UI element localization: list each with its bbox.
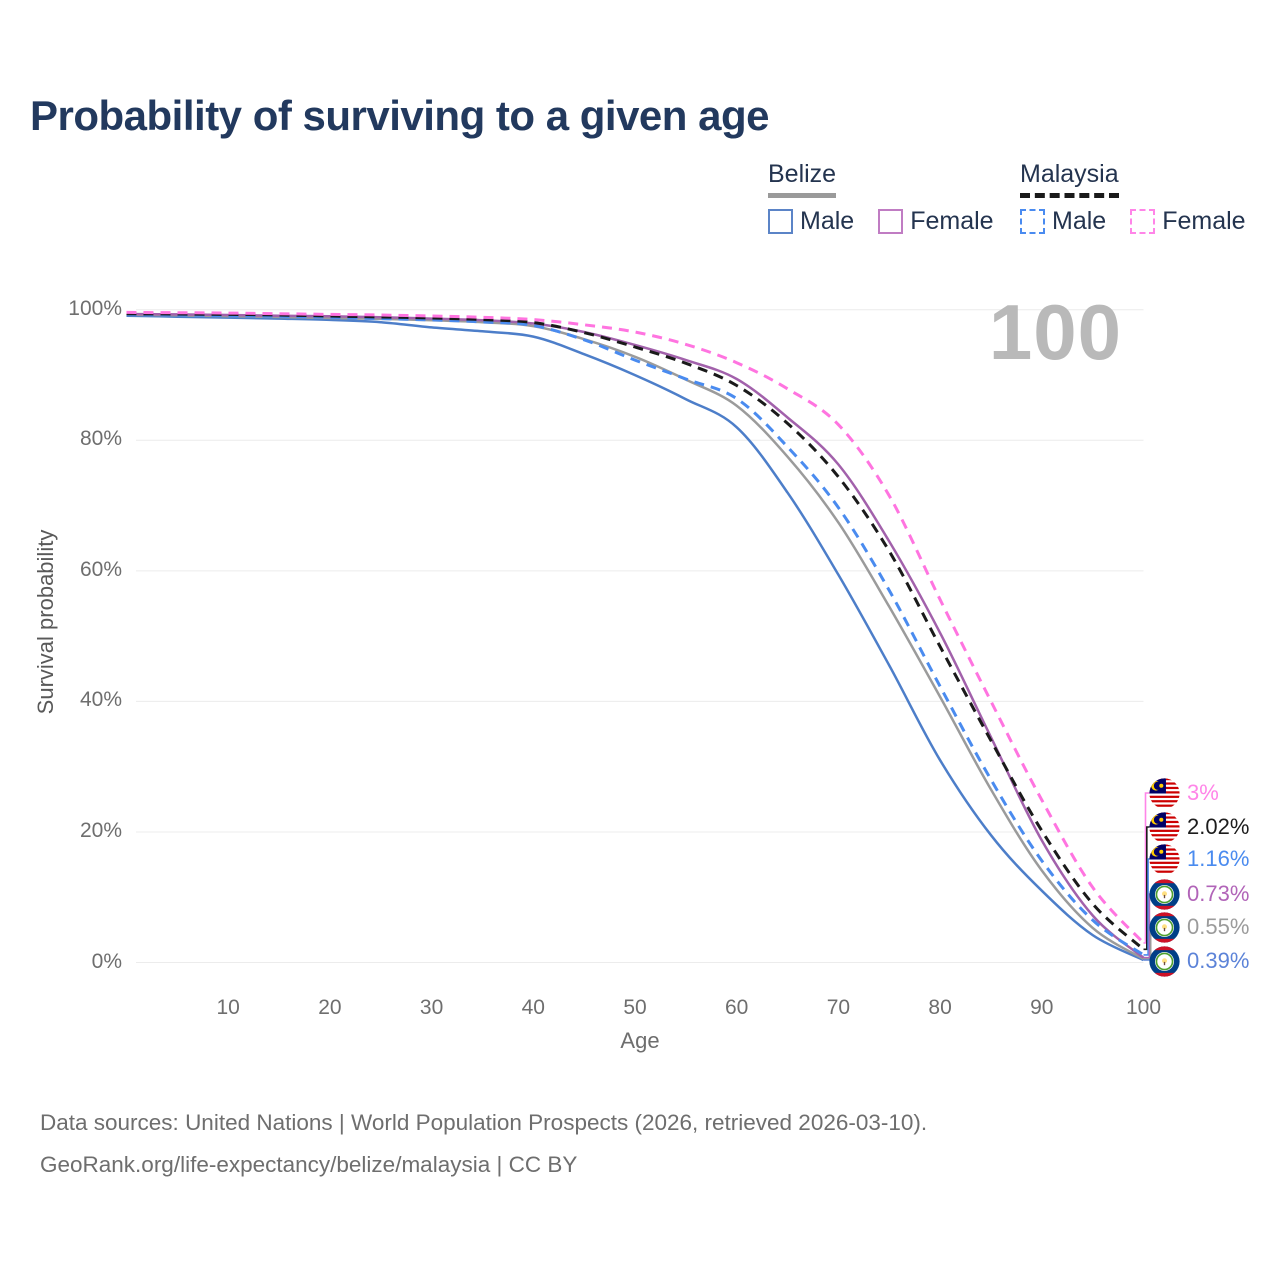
x-tick-40: 40 (521, 996, 545, 1019)
legend-item-malaysia-female[interactable]: Female (1130, 207, 1246, 236)
legend-items-row: Male Female (768, 207, 1018, 236)
curve-malaysia-male[interactable] (126, 312, 1145, 957)
legend-item-malaysia-male[interactable]: Male (1020, 207, 1106, 236)
x-tick-50: 50 (623, 996, 647, 1019)
end-label-value: 2.02% (1187, 814, 1250, 839)
malaysia-flag-icon (1149, 843, 1180, 875)
footer: Data sources: United Nations | World Pop… (40, 1102, 927, 1185)
x-tick-30: 30 (419, 996, 444, 1019)
legend-item-label: Male (800, 207, 855, 235)
legend-group-belize: Belize Male Female (768, 160, 1018, 236)
curve-malaysia[interactable] (126, 312, 1145, 951)
x-tick-70: 70 (826, 996, 851, 1019)
curve-belize-male[interactable] (126, 314, 1145, 962)
end-label-connector-malaysia (1143, 826, 1151, 951)
y-axis-title: Survival probability (33, 529, 58, 715)
y-tick-0%: 0% (91, 949, 122, 973)
malaysia-flag-icon (1149, 811, 1180, 843)
legend-swatch-icon (1130, 209, 1156, 234)
y-tick-40%: 40% (79, 688, 122, 712)
footer-data-sources: Data sources: United Nations | World Pop… (40, 1110, 928, 1135)
legend-swatch-icon (1020, 209, 1045, 234)
end-label-value: 0.55% (1187, 914, 1250, 939)
end-label-value: 3% (1187, 780, 1219, 805)
legend-item-belize-female[interactable]: Female (878, 207, 994, 236)
page-title: Probability of surviving to a given age (30, 92, 769, 139)
legend-item-label: Male (1052, 207, 1107, 235)
legend-swatch-icon (878, 209, 904, 234)
y-tick-80%: 80% (79, 427, 122, 451)
belize-flag-icon (1149, 911, 1180, 943)
end-label-connector-malaysia-female (1143, 792, 1151, 944)
malaysia-flag-icon (1149, 777, 1180, 809)
end-label-belize[interactable]: 0.55% (1149, 911, 1249, 943)
end-label-belize-female[interactable]: 0.73% (1149, 878, 1249, 910)
end-label-malaysia-male[interactable]: 1.16% (1149, 843, 1249, 875)
x-tick-80: 80 (928, 996, 952, 1019)
y-tick-60%: 60% (79, 557, 122, 581)
end-label-value: 1.16% (1187, 846, 1250, 871)
legend-item-label: Female (910, 207, 994, 235)
end-label-value: 0.39% (1187, 948, 1250, 973)
x-tick-20: 20 (318, 996, 342, 1019)
end-label-belize-male[interactable]: 0.39% (1149, 945, 1249, 977)
hovered-age-watermark: 100 (988, 288, 1122, 376)
legend-country-belize[interactable]: Belize (768, 160, 837, 198)
belize-flag-icon (1149, 878, 1180, 910)
x-tick-100: 100 (1125, 996, 1162, 1019)
x-tick-60: 60 (725, 996, 749, 1019)
end-label-malaysia[interactable]: 2.02% (1149, 811, 1249, 843)
end-label-value: 0.73% (1187, 881, 1250, 906)
curve-belize[interactable] (126, 313, 1145, 960)
legend-item-belize-male[interactable]: Male (768, 207, 854, 236)
x-tick-90: 90 (1030, 996, 1054, 1019)
legend-swatch-icon (768, 209, 793, 234)
curve-belize-female[interactable] (126, 312, 1145, 959)
curve-malaysia-female[interactable] (126, 310, 1145, 944)
legend-country-malaysia[interactable]: Malaysia (1020, 160, 1119, 198)
y-tick-20%: 20% (79, 818, 122, 842)
footer-attribution: GeoRank.org/life-expectancy/belize/malay… (40, 1151, 578, 1177)
x-axis-title: Age (620, 1028, 660, 1053)
legend-item-label: Female (1162, 207, 1246, 235)
end-label-malaysia-female[interactable]: 3% (1149, 777, 1219, 809)
legend-group-malaysia: Malaysia Male Female (1020, 160, 1270, 236)
y-tick-100%: 100% (68, 296, 122, 320)
belize-flag-icon (1149, 945, 1180, 977)
legend-items-row: Male Female (1020, 207, 1270, 236)
x-tick-10: 10 (216, 996, 240, 1019)
